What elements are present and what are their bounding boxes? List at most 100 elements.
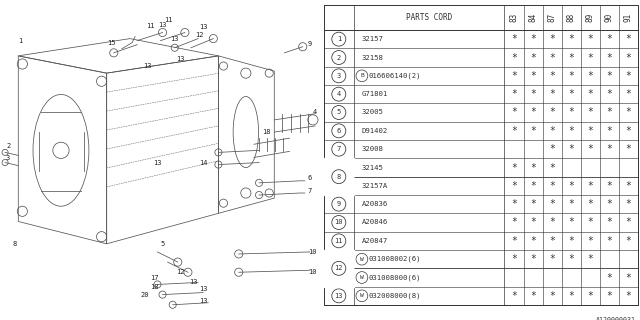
Text: *: *	[549, 52, 555, 62]
Text: *: *	[568, 291, 574, 301]
Text: W: W	[360, 275, 364, 280]
Text: *: *	[530, 254, 536, 264]
Text: *: *	[625, 34, 632, 44]
Text: *: *	[530, 291, 536, 301]
Text: *: *	[568, 199, 574, 209]
Text: 016606140(2): 016606140(2)	[369, 73, 421, 79]
Text: *: *	[530, 218, 536, 228]
Text: *: *	[549, 34, 555, 44]
Text: *: *	[530, 126, 536, 136]
Text: *: *	[607, 199, 612, 209]
Text: *: *	[607, 108, 612, 117]
Text: *: *	[625, 126, 632, 136]
Text: *: *	[568, 126, 574, 136]
Text: 13: 13	[170, 36, 179, 42]
Text: *: *	[549, 254, 555, 264]
Text: *: *	[588, 89, 593, 99]
Text: 14: 14	[199, 160, 207, 165]
Text: *: *	[511, 291, 517, 301]
Text: 10: 10	[308, 249, 317, 255]
Text: *: *	[549, 144, 555, 154]
Text: *: *	[530, 52, 536, 62]
Text: *: *	[549, 218, 555, 228]
Text: 4: 4	[337, 91, 341, 97]
Text: 32005: 32005	[362, 109, 384, 116]
Text: 8: 8	[337, 164, 341, 171]
Text: *: *	[607, 273, 612, 283]
Text: *: *	[568, 108, 574, 117]
Text: D91402: D91402	[362, 128, 388, 134]
Text: *: *	[568, 52, 574, 62]
Text: *: *	[511, 254, 517, 264]
Text: 13: 13	[199, 298, 207, 304]
Text: 84: 84	[529, 13, 538, 22]
Text: *: *	[607, 89, 612, 99]
Text: 032008000(8): 032008000(8)	[369, 292, 421, 299]
Text: *: *	[511, 163, 517, 172]
Text: *: *	[588, 218, 593, 228]
Text: 15: 15	[108, 40, 116, 46]
Text: *: *	[607, 236, 612, 246]
Text: *: *	[625, 144, 632, 154]
Text: 88: 88	[567, 13, 576, 22]
Text: 83: 83	[509, 13, 518, 22]
Text: *: *	[607, 291, 612, 301]
Text: 12: 12	[177, 269, 185, 275]
Text: 12: 12	[195, 32, 204, 37]
Text: *: *	[568, 71, 574, 81]
Text: A20847: A20847	[362, 238, 388, 244]
Text: *: *	[588, 254, 593, 264]
Text: 3: 3	[337, 73, 341, 79]
Text: 5: 5	[337, 109, 341, 116]
Text: *: *	[568, 181, 574, 191]
Text: *: *	[588, 71, 593, 81]
Text: 32157: 32157	[362, 36, 384, 42]
Text: *: *	[530, 108, 536, 117]
Text: *: *	[607, 218, 612, 228]
Text: 32008: 32008	[362, 146, 384, 152]
Text: *: *	[588, 34, 593, 44]
Text: 13: 13	[199, 24, 207, 30]
Text: *: *	[588, 236, 593, 246]
Text: PARTS CORD: PARTS CORD	[406, 13, 452, 22]
Text: 11: 11	[164, 17, 173, 23]
Text: *: *	[568, 89, 574, 99]
Text: 13: 13	[153, 160, 162, 165]
Text: 6: 6	[308, 175, 312, 181]
Text: A20836: A20836	[362, 201, 388, 207]
Text: 18: 18	[262, 129, 271, 135]
Text: 031008000(6): 031008000(6)	[369, 274, 421, 281]
Text: 18: 18	[150, 284, 159, 291]
Text: *: *	[625, 236, 632, 246]
Text: 8: 8	[12, 241, 17, 247]
Text: *: *	[511, 52, 517, 62]
Text: *: *	[588, 181, 593, 191]
Text: *: *	[625, 291, 632, 301]
Text: *: *	[530, 163, 536, 172]
Text: 12: 12	[335, 265, 343, 271]
Text: 11: 11	[146, 23, 155, 29]
Text: 3: 3	[6, 156, 10, 162]
Text: *: *	[568, 218, 574, 228]
Text: *: *	[511, 218, 517, 228]
Text: 91: 91	[624, 13, 633, 22]
Text: 89: 89	[586, 13, 595, 22]
Text: 2: 2	[6, 143, 10, 149]
Text: 7: 7	[337, 146, 341, 152]
Text: *: *	[568, 254, 574, 264]
Text: 2: 2	[337, 54, 341, 60]
Text: *: *	[511, 181, 517, 191]
Text: 11: 11	[335, 238, 343, 244]
Text: *: *	[511, 199, 517, 209]
Text: A120000031: A120000031	[596, 317, 636, 320]
Text: *: *	[530, 199, 536, 209]
Bar	[324, 250, 354, 287]
Text: *: *	[588, 144, 593, 154]
Text: 6: 6	[337, 128, 341, 134]
Text: *: *	[549, 236, 555, 246]
Text: 10: 10	[308, 269, 317, 275]
Text: *: *	[568, 144, 574, 154]
Text: *: *	[549, 181, 555, 191]
Text: A20846: A20846	[362, 220, 388, 226]
Text: *: *	[625, 199, 632, 209]
